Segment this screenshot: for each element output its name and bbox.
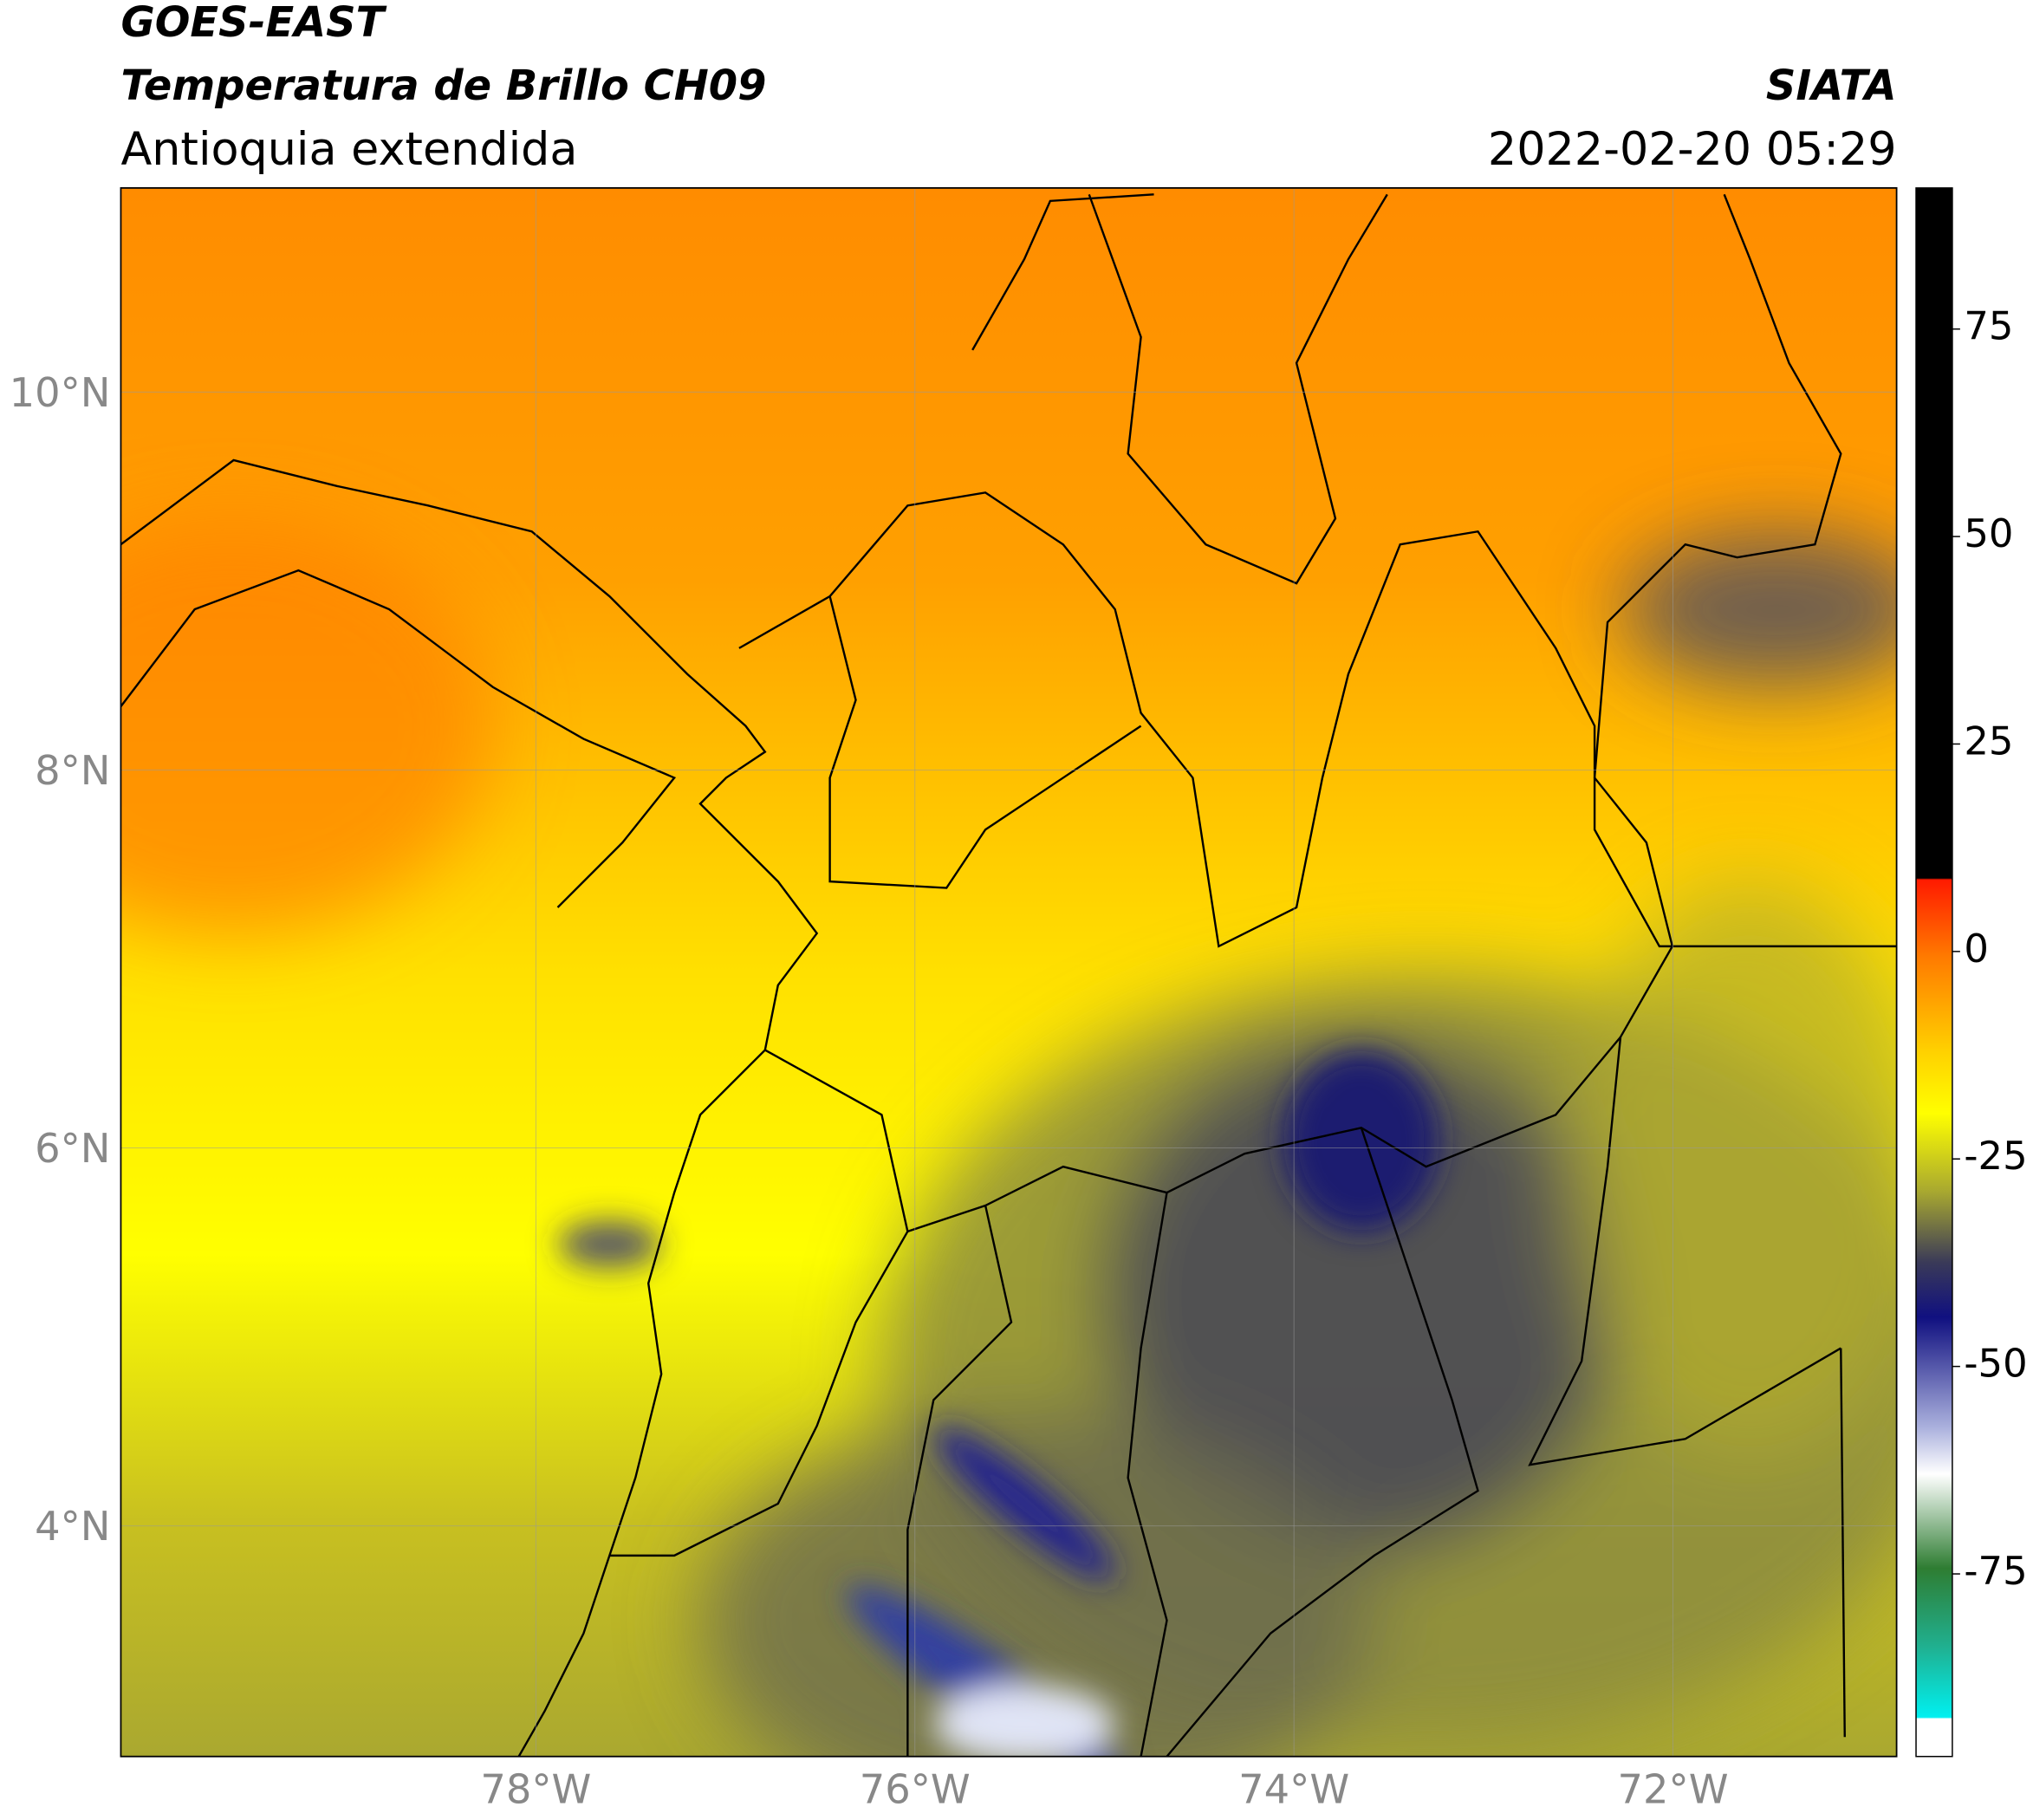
grid — [120, 187, 1897, 1757]
colorbar-tick-label: -25 — [1964, 1133, 2027, 1179]
region-subtitle: Antioquia extendida — [120, 123, 577, 176]
colorbar-tick-label: 75 — [1964, 303, 2013, 349]
x-tick-label: 74°W — [1238, 1766, 1349, 1813]
x-tick-label: 78°W — [480, 1766, 591, 1813]
colorbar-tick-label: 25 — [1964, 718, 2013, 764]
product-title: Temperatura de Brillo CH09 — [120, 62, 766, 110]
agency-title: SIATA — [1766, 62, 1897, 110]
y-tick-label: 4°N — [35, 1503, 110, 1550]
colorbar — [1915, 187, 1953, 1758]
colorbar-tick-label: 50 — [1964, 510, 2013, 556]
source-title: GOES-EAST — [120, 0, 386, 47]
ticks: 78°W 76°W 74°W 72°W 4°N 6°N 8°N 10°N — [10, 369, 1729, 1813]
colorbar-ticks: 75 50 25 0 -25 -50 -75 — [1952, 303, 2028, 1594]
x-tick-label: 76°W — [860, 1766, 971, 1813]
map-frame — [120, 186, 1898, 1758]
colorbar-tick-label: -50 — [1964, 1341, 2027, 1387]
cloud-field — [120, 518, 1897, 1757]
colorbar-tick-label: 0 — [1964, 926, 1989, 972]
borders — [120, 193, 1897, 1757]
datetime: 2022-02-20 05:29 — [1488, 123, 1897, 176]
colorbar-tick-label: -75 — [1964, 1548, 2027, 1594]
y-tick-label: 10°N — [10, 369, 111, 416]
y-tick-label: 6°N — [35, 1125, 110, 1172]
cold-cores — [557, 1050, 1439, 1757]
map-image — [120, 187, 1897, 1757]
y-tick-label: 8°N — [35, 747, 110, 794]
x-tick-label: 72°W — [1618, 1766, 1729, 1813]
